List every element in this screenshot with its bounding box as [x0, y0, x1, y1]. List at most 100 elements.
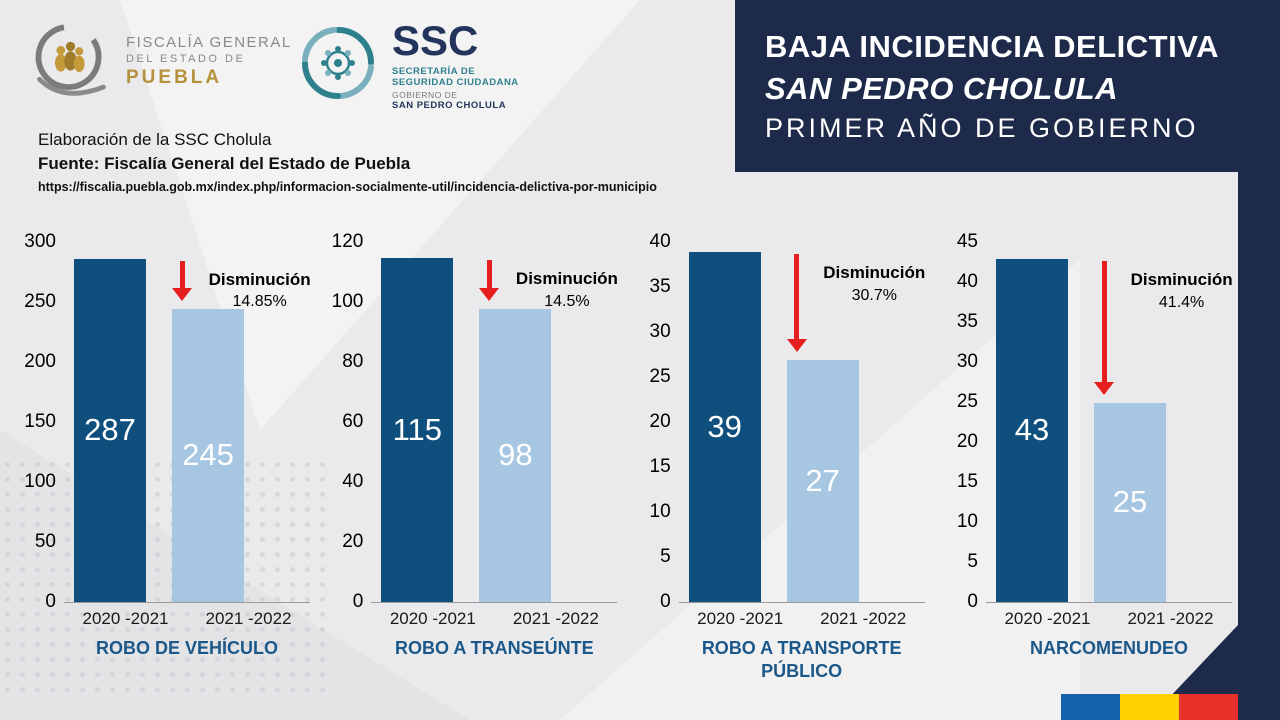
- ssc-logo: SSC SECRETARÍA DE SEGURIDAD CIUDADANA GO…: [296, 20, 519, 111]
- bar-value: 287: [84, 412, 136, 448]
- plot-area: 115 98 Disminución 14.5%: [371, 243, 618, 603]
- annotation-percent: 41.4%: [1158, 293, 1205, 311]
- bar-value: 245: [182, 437, 234, 473]
- chart-robo-de-vehiculo: 0 50 100 150 200 250 300 287 245 Disminución 1…: [18, 231, 311, 682]
- x-label: 2021 -2022: [512, 609, 599, 628]
- source-url: https://fiscalia.puebla.gob.mx/index.php…: [38, 180, 657, 194]
- decrease-arrow-icon: [171, 260, 193, 301]
- annotation-percent: 14.5%: [544, 292, 590, 310]
- bar-value: 25: [1112, 484, 1148, 520]
- plot-area: 287 245 Disminución 14.85%: [64, 243, 311, 603]
- source-fuente: Fuente: Fiscalía General del Estado de P…: [38, 154, 411, 173]
- chart-title: ROBO A TRANSPORTE PÚBLICO: [701, 638, 902, 681]
- y-axis-tick: 80: [342, 351, 364, 373]
- flag-blue-segment: [1061, 694, 1120, 720]
- y-axis-tick: 300: [24, 231, 56, 252]
- bar-2020-2021: 39: [688, 251, 761, 602]
- ssc-sub1: SECRETARÍA DE: [392, 66, 476, 77]
- y-axis-tick: 40: [649, 231, 671, 252]
- y-axis-tick: 5: [967, 551, 978, 573]
- title-line2: SAN PEDRO CHOLULA: [765, 70, 1118, 106]
- decrease-annotation: Disminución 30.7%: [794, 262, 954, 307]
- y-axis-tick: 100: [331, 291, 364, 312]
- x-label: 2021 -2022: [205, 609, 292, 628]
- y-axis-tick: 5: [660, 546, 671, 567]
- chart-robo-a-transporte-publico: 0 5 10 15 20 25 30 35 40 39 27 Disminución 30.7%: [633, 231, 926, 682]
- chart-title: ROBO A TRANSEÚNTE: [394, 638, 594, 658]
- bar-value: 39: [707, 408, 742, 444]
- x-axis-labels: 2020 -2021 2021 -2022: [986, 609, 1232, 629]
- y-axis-tick: 250: [24, 291, 56, 312]
- y-axis-tick: 20: [649, 411, 671, 432]
- fiscalia-logo: FISCALÍA GENERAL DEL ESTADO DE PUEBLA: [24, 16, 292, 107]
- x-label: 2021 -2022: [820, 609, 907, 628]
- y-axis-tick: 15: [649, 456, 671, 477]
- flag-red-segment: [1179, 694, 1238, 720]
- y-axis-tick: 25: [956, 391, 978, 412]
- annotation-label: Disminución: [1130, 269, 1233, 289]
- fiscalia-logo-line2: DEL ESTADO DE: [126, 53, 246, 65]
- chart-narcomenudeo: 0 5 10 15 20 25 30 35 40 45 43 25 Disminución 41.…: [940, 231, 1233, 682]
- fiscalia-logo-line3: PUEBLA: [126, 67, 223, 88]
- y-axis-tick: 150: [24, 411, 56, 432]
- x-axis-labels: 2020 -2021 2021 -2022: [371, 609, 617, 629]
- y-axis: 0 5 10 15 20 25 30 35 40 45: [940, 231, 986, 612]
- annotation-label: Disminución: [208, 269, 311, 289]
- y-axis-tick: 120: [331, 231, 364, 252]
- decrease-annotation: Disminución 14.5%: [487, 268, 647, 313]
- title-line3: PRIMER AÑO DE GOBIERNO: [765, 112, 1199, 143]
- y-axis-tick: 45: [956, 231, 978, 252]
- y-axis-tick: 35: [649, 276, 671, 297]
- y-axis-tick: 35: [956, 311, 978, 332]
- y-axis-tick: 15: [956, 471, 978, 493]
- x-label: 2020 -2021: [389, 609, 476, 628]
- bar-2021-2022: 25: [1093, 402, 1166, 602]
- x-label: 2020 -2021: [82, 609, 169, 628]
- x-label: 2020 -2021: [1004, 609, 1091, 628]
- y-axis: 0 20 40 60 80 100 120: [325, 231, 371, 612]
- plot-area: 43 25 Disminución 41.4%: [985, 243, 1233, 603]
- decrease-arrow-icon: [786, 253, 808, 352]
- bar-2021-2022: 98: [479, 308, 552, 602]
- fiscalia-eagle-icon: [24, 16, 116, 107]
- y-axis-tick: 0: [352, 591, 364, 612]
- bar-value: 43: [1014, 412, 1050, 448]
- chart-robo-a-transeunte: 0 20 40 60 80 100 120 115 98 Disminución 14.5%: [325, 231, 618, 682]
- y-axis-tick: 20: [956, 431, 978, 453]
- source-block: Elaboración de la SSC Cholula Fuente: Fi…: [38, 130, 657, 194]
- title-line1: BAJA INCIDENCIA DELICTIVA: [765, 29, 1219, 64]
- annotation-percent: 30.7%: [851, 286, 897, 304]
- decrease-arrow-icon: [1093, 260, 1115, 395]
- ssc-sub4: SAN PEDRO CHOLULA: [392, 100, 507, 111]
- bar-2021-2022: 245: [172, 308, 244, 602]
- y-axis-tick: 30: [649, 321, 671, 342]
- y-axis-tick: 0: [45, 591, 56, 612]
- flag-yellow-segment: [1120, 694, 1179, 720]
- right-navy-band: [1238, 0, 1280, 720]
- charts-row: 0 50 100 150 200 250 300 287 245 Disminución 1…: [18, 231, 1233, 682]
- x-label: 2020 -2021: [697, 609, 784, 628]
- y-axis-tick: 40: [956, 271, 978, 293]
- annotation-percent: 14.85%: [232, 293, 287, 311]
- ssc-sub3: GOBIERNO DE: [392, 90, 458, 100]
- y-axis-tick: 100: [24, 471, 56, 493]
- source-elaboracion: Elaboración de la SSC Cholula: [38, 130, 272, 149]
- plot-area: 39 27 Disminución 30.7%: [678, 243, 925, 603]
- x-axis-labels: 2020 -2021 2021 -2022: [64, 609, 310, 629]
- y-axis: 0 5 10 15 20 25 30 35 40: [633, 231, 679, 612]
- decrease-annotation: Disminución 14.85%: [180, 269, 340, 314]
- annotation-label: Disminución: [515, 268, 618, 288]
- fiscalia-logo-text: FISCALÍA GENERAL DEL ESTADO DE PUEBLA: [126, 34, 292, 89]
- decrease-annotation: Disminución 41.4%: [1102, 269, 1262, 314]
- bar-2020-2021: 115: [381, 257, 454, 602]
- decrease-arrow-icon: [478, 259, 500, 301]
- y-axis-tick: 30: [956, 351, 978, 373]
- y-axis-tick: 0: [967, 591, 978, 612]
- y-axis-tick: 10: [649, 501, 671, 522]
- bar-2020-2021: 43: [995, 258, 1068, 602]
- flag-color-strip: [1061, 694, 1238, 720]
- y-axis-tick: 50: [34, 531, 56, 553]
- y-axis-tick: 60: [342, 411, 364, 432]
- ssc-logo-text: SSC SECRETARÍA DE SEGURIDAD CIUDADANA GO…: [392, 20, 519, 112]
- fiscalia-logo-line1: FISCALÍA GENERAL: [126, 34, 292, 51]
